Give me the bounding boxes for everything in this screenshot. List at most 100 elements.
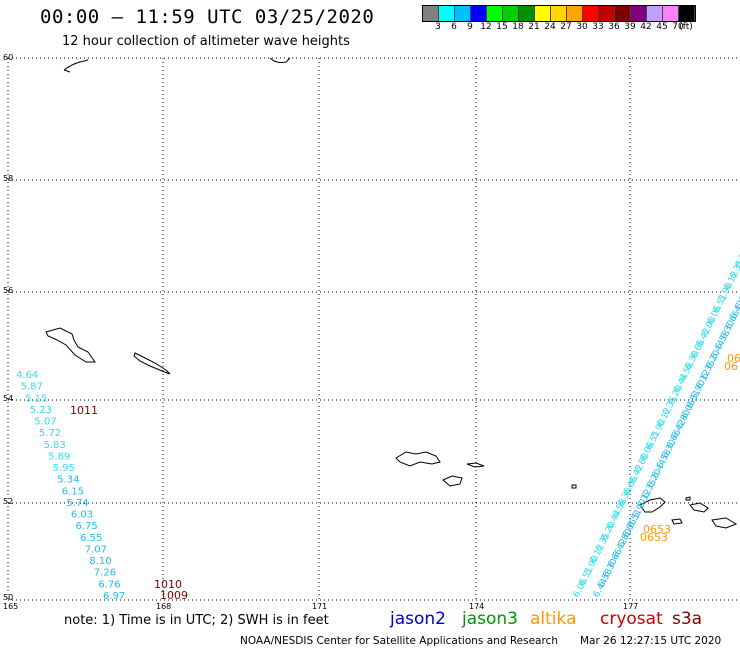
- track-time-label: 06: [724, 360, 738, 373]
- colorbar-label: 45: [656, 22, 668, 32]
- track-time-label: 0653: [643, 523, 671, 536]
- wave-height-value: 6.76: [98, 579, 120, 590]
- wave-height-value: 5.74: [66, 498, 88, 509]
- lat-label: 54: [3, 394, 13, 403]
- colorbar-label: 42: [640, 22, 652, 32]
- colorbar-label: (ft): [679, 22, 693, 32]
- wave-height-value: 6.55: [80, 533, 102, 544]
- colorbar-swatch: [615, 6, 631, 21]
- wave-height-value: 6.42: [729, 299, 740, 321]
- colorbar-swatch: [567, 6, 583, 21]
- colorbar-swatch: [647, 6, 663, 21]
- colorbar-swatch: [503, 6, 519, 21]
- wave-height-value: 6.97: [103, 591, 125, 602]
- track-time-label: 0653: [640, 531, 668, 544]
- coastlines: [45, 57, 738, 529]
- colorbar-label: 39: [624, 22, 636, 32]
- wave-height-value: 6.03: [71, 510, 93, 521]
- east-islet: [685, 496, 691, 501]
- lat-label: 58: [3, 174, 13, 183]
- map-subtitle: 12 hour collection of altimeter wave hei…: [62, 34, 350, 49]
- wave-height-value: 5.07: [34, 417, 56, 428]
- wave-height-value: 7.07: [85, 545, 107, 556]
- semichi-island: [466, 462, 485, 468]
- colorbar-swatch: [455, 6, 471, 21]
- amchitka-island: [689, 502, 709, 513]
- wave-height-value: 5.95: [53, 463, 75, 474]
- colorbar-label: 21: [528, 22, 540, 32]
- wave-height-value: 5.72: [39, 428, 61, 439]
- lat-label: 56: [3, 286, 13, 295]
- colorbar-swatch: [471, 6, 487, 21]
- wave-height-value: 6.75: [76, 521, 98, 532]
- buldir-island: [571, 484, 577, 489]
- right-satellite-swath: 6.066.515.906.126.356.206.446.586.306.66…: [572, 247, 740, 600]
- lat-label: 60: [3, 53, 13, 62]
- colorbar-swatch: [663, 6, 679, 21]
- colorbar-swatch: [631, 6, 647, 21]
- legend-cryosat: cryosat: [600, 609, 663, 629]
- colorbar-swatch: [551, 6, 567, 21]
- colorbar-labels: 3 6 9 12 15 18 21 24 27 30 33 36 39 42 45 70 (ft): [422, 22, 740, 34]
- kiska-island: [639, 497, 666, 513]
- track-time-label: 06: [727, 352, 740, 365]
- kamchatka-coast: [63, 59, 89, 73]
- colorbar-swatch: [679, 6, 695, 21]
- wave-height-value: 6.15: [62, 486, 84, 497]
- wave-height-value: 5.87: [21, 382, 43, 393]
- colorbar-label: 30: [576, 22, 588, 32]
- altika-time-labels: 0653 0653 06 06: [640, 352, 740, 544]
- colorbar-label: 3: [435, 22, 441, 32]
- lon-label: 177: [623, 602, 638, 611]
- rat-island: [671, 518, 683, 525]
- wave-height-value: 6.20: [734, 247, 740, 270]
- track-time-label: 1011: [70, 404, 98, 417]
- left-satellite-track: 4.645.875.155.235.075.725.835.895.955.34…: [16, 370, 125, 602]
- amchitka-east: [711, 517, 738, 529]
- colorbar-label: 18: [512, 22, 524, 32]
- colorbar-swatch: [535, 6, 551, 21]
- map-title: 00:00 – 11:59 UTC 03/25/2020: [40, 6, 375, 28]
- credit-text: NOAA/NESDIS Center for Satellite Applica…: [240, 635, 558, 647]
- colorbar-swatch: [583, 6, 599, 21]
- legend-s3a: s3a: [672, 609, 703, 629]
- legend-altika: altika: [530, 609, 577, 629]
- lat-label: 52: [3, 497, 13, 506]
- wave-height-value: 6.35: [728, 258, 740, 280]
- colorbar-label: 6: [451, 22, 457, 32]
- bering-island: [45, 327, 96, 363]
- lat-label: 50: [3, 593, 13, 602]
- legend-jason3: jason3: [462, 609, 518, 629]
- lon-label: 174: [469, 602, 484, 611]
- wave-height-value: 5.89: [48, 451, 70, 462]
- generation-timestamp: Mar 26 12:27:15 UTC 2020: [580, 635, 722, 647]
- attu-island: [395, 451, 441, 467]
- footer-note: note: 1) Time is in UTC; 2) SWH is in fe…: [64, 613, 329, 628]
- colorbar-label: 24: [544, 22, 556, 32]
- lon-label: 168: [156, 602, 171, 611]
- colorbar-label: 27: [560, 22, 572, 32]
- colorbar-swatch: [519, 6, 535, 21]
- wave-height-value: 5.15: [25, 393, 47, 404]
- colorbar-label: 33: [592, 22, 604, 32]
- left-track-times: 1011 1010 1009: [70, 404, 188, 602]
- wave-height-value: 5.83: [44, 440, 66, 451]
- coast-north: [269, 57, 291, 63]
- colorbar-swatch: [423, 6, 439, 21]
- lon-label: 171: [312, 602, 327, 611]
- wave-height-value: 7.26: [94, 568, 116, 579]
- track-time-label: 1010: [154, 578, 182, 591]
- track-time-label: 1009: [160, 589, 188, 602]
- colorbar-label: 36: [608, 22, 620, 32]
- agattu-island: [442, 475, 463, 487]
- wave-height-value: 4.64: [16, 370, 38, 381]
- wave-height-value: 5.23: [30, 405, 52, 416]
- lon-label: 165: [3, 602, 18, 611]
- colorbar-swatch: [599, 6, 615, 21]
- colorbar-label: 9: [467, 22, 473, 32]
- colorbar-swatch: [439, 6, 455, 21]
- colorbar-label: 70: [672, 22, 684, 32]
- wave-height-colorbar: [422, 5, 696, 22]
- wave-height-value: 6.80: [734, 289, 740, 312]
